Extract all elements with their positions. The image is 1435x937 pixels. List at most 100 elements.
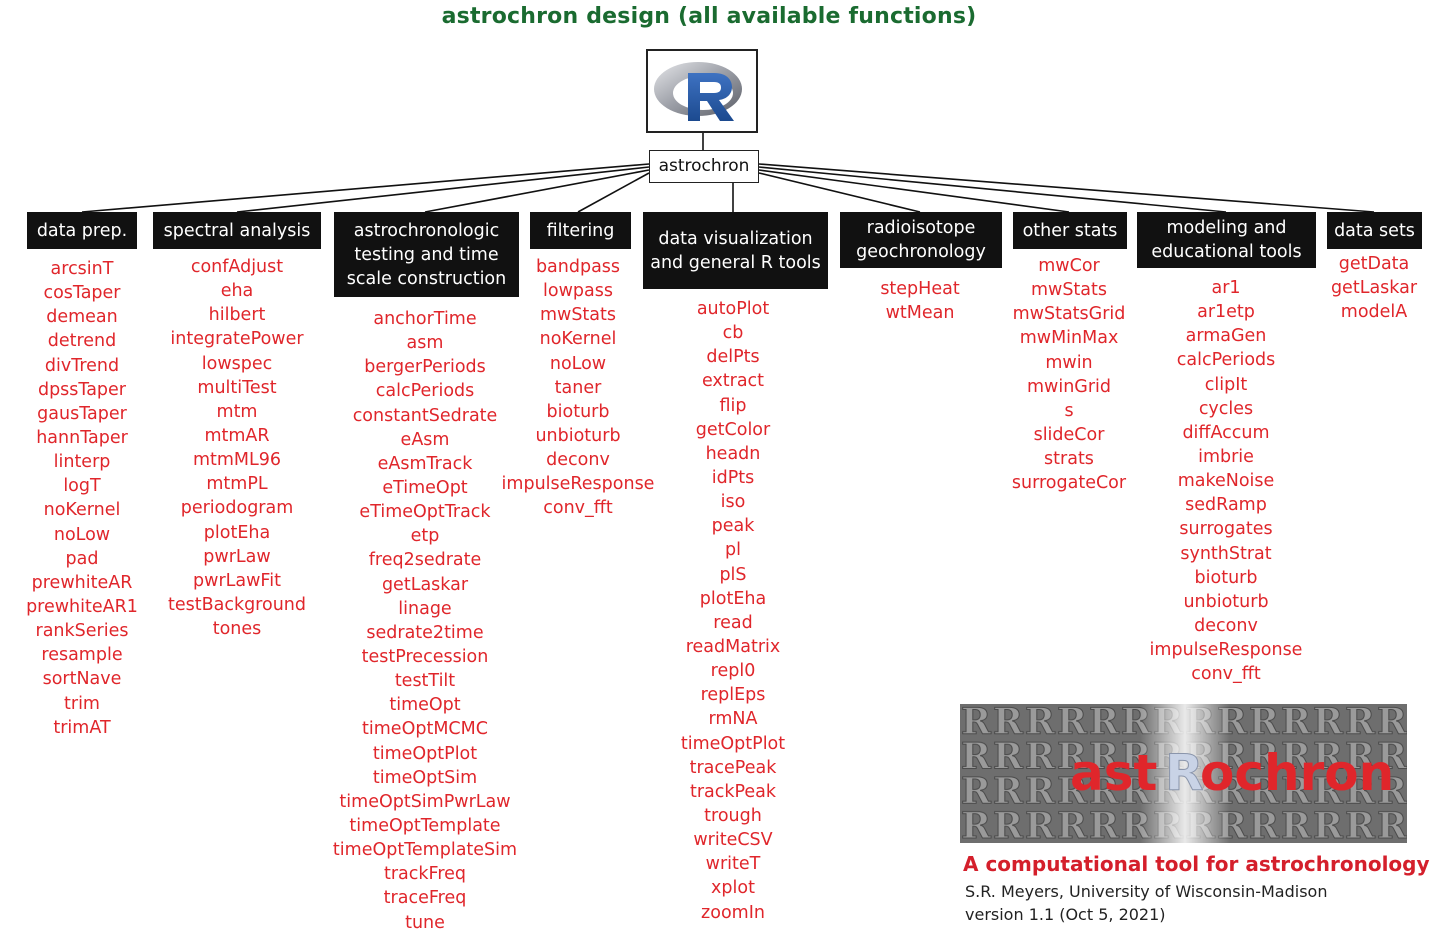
function-item: trim <box>64 693 100 714</box>
function-item: read <box>713 612 753 633</box>
function-item: cosTaper <box>43 283 121 304</box>
function-item: idPts <box>711 467 755 488</box>
function-item: noKernel <box>43 500 121 521</box>
category-astrochronologic-testing: astrochronologic testing and time scale … <box>334 212 519 297</box>
function-item: pl <box>725 540 741 561</box>
function-item: timeOptTemplateSim <box>332 840 518 861</box>
logo-text-left: ast <box>1070 744 1157 802</box>
function-item: flip <box>719 395 747 416</box>
function-list-data-sets: getData getLaskar modelA <box>1264 252 1435 324</box>
function-item: etp <box>410 526 440 547</box>
function-item: writeCSV <box>693 830 773 851</box>
function-item: freq2sedrate <box>368 550 482 571</box>
function-item: lowspec <box>201 353 273 374</box>
function-item: linage <box>398 598 452 619</box>
function-item: detrend <box>47 331 117 352</box>
function-item: testTilt <box>394 671 456 692</box>
function-item: mtmPL <box>206 474 268 495</box>
function-item: divTrend <box>44 355 120 376</box>
connector-line <box>236 166 650 213</box>
function-item: eTimeOpt <box>382 477 468 498</box>
function-item: linterp <box>53 452 111 473</box>
function-item: noLow <box>53 524 111 545</box>
function-item: mwin <box>1045 352 1093 373</box>
category-other-stats: other stats <box>1013 212 1127 249</box>
function-item: autoPlot <box>696 299 770 319</box>
function-item: readMatrix <box>685 636 781 657</box>
function-item: timeOpt <box>389 695 461 716</box>
brand-version: version 1.1 (Oct 5, 2021) <box>965 905 1166 924</box>
function-item: tracePeak <box>689 757 777 778</box>
function-item: testBackground <box>167 594 306 615</box>
function-item: bergerPeriods <box>364 357 486 378</box>
function-item: eha <box>220 281 254 302</box>
function-item: armaGen <box>1185 326 1267 347</box>
function-item: getData <box>1338 254 1410 274</box>
function-item: ar1etp <box>1197 302 1255 323</box>
function-item: integratePower <box>170 329 304 350</box>
function-item: mwMinMax <box>1019 328 1119 349</box>
astrochron-logo-banner: R ast R ochron <box>960 704 1407 843</box>
function-item: tune <box>405 912 445 933</box>
function-list-other-stats: mwCor mwStats mwStatsGrid mwMinMax mwin mwinG… <box>959 254 1179 495</box>
function-list-modeling-educational: ar1 ar1etp armaGen calcPeriods clipIt cycles d… <box>1116 276 1336 686</box>
function-item: gausTaper <box>37 403 127 424</box>
function-item: conv_fft <box>1191 664 1261 685</box>
function-item: mtmML96 <box>192 450 282 471</box>
function-item: calcPeriods <box>1176 350 1276 371</box>
function-item: writeT <box>705 854 761 875</box>
connector-line <box>758 163 1375 213</box>
function-item: taner <box>554 377 602 398</box>
function-item: getLaskar <box>381 574 469 595</box>
function-item: lowpass <box>543 281 613 302</box>
function-item: mwStats <box>539 305 617 326</box>
function-item: unbioturb <box>1183 591 1269 612</box>
function-item: mwinGrid <box>1026 376 1112 397</box>
function-item: mwStatsGrid <box>1012 304 1126 325</box>
function-item: noLow <box>549 353 607 374</box>
function-item: zoomIn <box>701 902 765 923</box>
function-item: bioturb <box>546 401 610 422</box>
function-item: periodogram <box>180 498 294 519</box>
function-item: mtmAR <box>204 425 270 446</box>
function-item: eAsmTrack <box>377 453 473 474</box>
function-item: sedrate2time <box>366 622 484 643</box>
function-item: timeOptPlot <box>372 743 478 764</box>
function-item: dpssTaper <box>37 379 127 400</box>
function-item: bandpass <box>535 257 621 277</box>
function-item: headn <box>705 443 761 464</box>
function-list-data-prep: arcsinT cosTaper demean detrend divTrend dpss… <box>0 257 192 740</box>
function-item: resample <box>41 645 123 666</box>
function-item: pwrLaw <box>203 546 271 567</box>
connector-line <box>577 172 650 213</box>
function-item: arcsinT <box>50 259 114 279</box>
function-item: sortNave <box>42 669 122 690</box>
connector-line <box>758 169 1070 213</box>
function-item: makeNoise <box>1177 471 1275 492</box>
connector-line <box>424 169 650 213</box>
function-item: hilbert <box>208 305 266 326</box>
function-item: impulseResponse <box>1149 640 1303 661</box>
function-item: s <box>1064 400 1074 421</box>
function-item: prewhiteAR1 <box>26 596 138 617</box>
function-item: replEps <box>700 685 766 706</box>
function-list-filtering: bandpass lowpass mwStats noKernel noLow taner… <box>468 255 688 521</box>
tree-connector-lines <box>81 133 1375 213</box>
function-item: unbioturb <box>535 425 621 446</box>
function-item: deconv <box>546 450 610 471</box>
logo-text-r: R <box>1165 744 1204 802</box>
function-item: surrogates <box>1179 519 1273 540</box>
function-item: eTimeOptTrack <box>359 502 491 523</box>
function-list-radioisotope-geochronology: stepHeat wtMean <box>810 277 1030 325</box>
connector-line <box>758 172 921 213</box>
function-item: wtMean <box>885 303 955 324</box>
function-item: bioturb <box>1194 567 1258 588</box>
function-item: extract <box>701 371 765 392</box>
function-item: demean <box>46 307 118 328</box>
r-logo <box>646 49 758 133</box>
function-item: tones <box>212 619 262 640</box>
category-data-sets: data sets <box>1327 212 1422 249</box>
connector-line <box>758 166 1227 213</box>
function-item: asm <box>406 333 444 354</box>
brand-subtitle: A computational tool for astrochronology <box>963 852 1430 876</box>
